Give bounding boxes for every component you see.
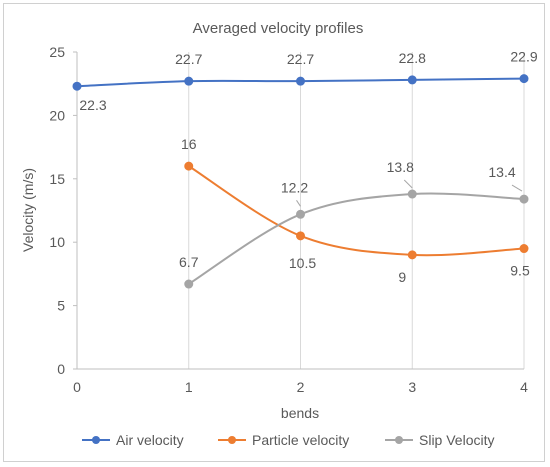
- air-velocity-data-label-1: 22.7: [175, 51, 202, 67]
- slip-velocity-point-4: [519, 194, 529, 204]
- series-group: [72, 74, 529, 289]
- x-tick-label-3: 3: [408, 379, 416, 395]
- slip-velocity-data-label-2: 12.2: [281, 179, 308, 195]
- air-velocity-point-3: [407, 75, 417, 85]
- particle-velocity-line: [188, 165, 525, 257]
- air-velocity-data-label-2: 22.7: [287, 51, 314, 67]
- x-tick-label-2: 2: [297, 379, 305, 395]
- gridlines: [188, 52, 525, 369]
- air-velocity-point-0: [72, 81, 82, 91]
- slip-velocity-data-label-4: 13.4: [488, 164, 515, 180]
- slip-velocity-point-1: [184, 279, 194, 289]
- particle-velocity-data-label-2: 10.5: [289, 255, 316, 271]
- legend: Air velocity Particle velocity Slip Veloci…: [82, 432, 494, 448]
- x-axis-label: bends: [281, 405, 319, 421]
- particle-velocity-data-label-1: 16: [181, 136, 197, 152]
- air-velocity-data-label-3: 22.8: [399, 50, 426, 66]
- particle-velocity-point-2: [296, 231, 305, 241]
- slip-velocity-leader-line-3: [403, 179, 413, 189]
- air-velocity-data-label-0: 22.3: [79, 97, 106, 113]
- y-axis-label: Velocity (m/s): [20, 168, 36, 252]
- slip-velocity-point-2: [296, 209, 305, 219]
- air-velocity-point-4: [519, 74, 529, 84]
- slip-velocity-leader-line-2: [296, 200, 301, 207]
- x-tick-label-0: 0: [73, 379, 81, 395]
- slip-velocity-leader-line-4: [511, 184, 523, 192]
- chart-title: Averaged velocity profiles: [193, 20, 364, 37]
- y-tick-label-20: 20: [49, 107, 65, 123]
- y-tick-label-15: 15: [49, 171, 65, 187]
- slip-velocity-data-label-1: 6.7: [179, 254, 199, 270]
- y-tick-label-25: 25: [49, 44, 65, 60]
- y-tick-label-5: 5: [57, 298, 65, 314]
- particle-velocity-point-1: [184, 161, 194, 171]
- legend-particle-velocity-marker: [228, 436, 236, 444]
- air-velocity-point-1: [184, 76, 194, 86]
- legend-air-velocity-label: Air velocity: [116, 432, 184, 448]
- data-labels: 22.3 22.7 22.7 22.8 22.9 16 10.5 9 9.5 6.7 12.2 13.…: [79, 49, 537, 285]
- legend-slip-velocity-marker: [395, 436, 403, 444]
- axes: 0 5 10 15 20 25 0 1 2 3 4: [49, 44, 528, 395]
- slip-velocity-data-label-3: 13.8: [387, 159, 414, 175]
- particle-velocity-data-label-3: 9: [398, 269, 406, 285]
- y-tick-label-0: 0: [57, 361, 65, 377]
- slip-velocity-point-3: [407, 189, 417, 199]
- x-tick-label-1: 1: [185, 379, 193, 395]
- slip-velocity-line: [188, 192, 525, 285]
- y-tick-label-10: 10: [49, 234, 65, 250]
- air-velocity-point-2: [296, 76, 305, 86]
- legend-particle-velocity-label: Particle velocity: [252, 432, 349, 448]
- x-tick-label-4: 4: [520, 379, 528, 395]
- particle-velocity-point-4: [519, 244, 529, 254]
- air-velocity-data-label-4: 22.9: [510, 49, 537, 65]
- particle-velocity-data-label-4: 9.5: [510, 263, 530, 279]
- particle-velocity-point-3: [407, 250, 417, 260]
- legend-slip-velocity-label: Slip Velocity: [419, 432, 494, 448]
- legend-air-velocity-marker: [92, 436, 100, 444]
